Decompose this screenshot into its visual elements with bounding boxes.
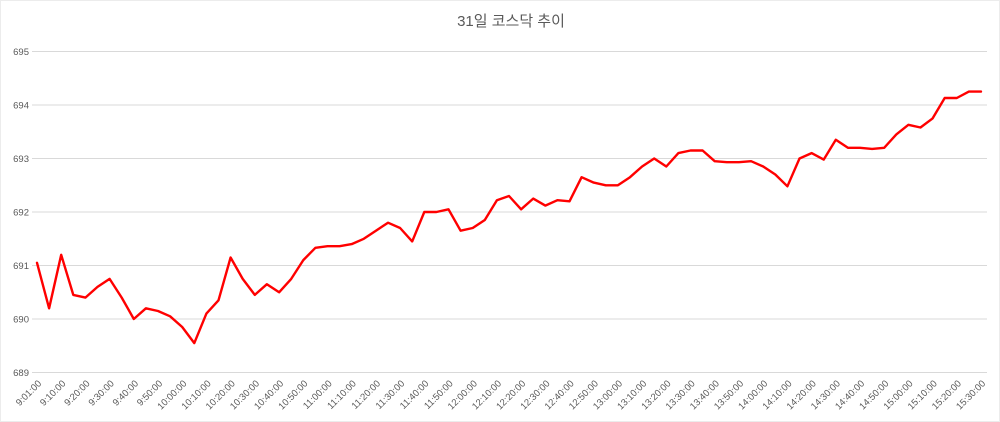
chart-title: 31일 코스닥 추이	[457, 13, 565, 30]
y-axis-tick-label: 690	[13, 315, 29, 326]
y-axis-tick-label: 689	[13, 368, 29, 379]
y-axis-tick-label: 695	[13, 47, 29, 58]
x-axis-tick-label: 9:40:00	[111, 378, 141, 408]
y-axis-tick-label: 691	[13, 261, 29, 272]
x-axis-tick-label: 9:01:00	[14, 378, 44, 408]
y-axis-tick-label: 694	[13, 101, 29, 112]
y-axis-tick-label: 692	[13, 208, 29, 219]
y-axis-tick-label: 693	[13, 154, 29, 165]
x-axis-tick-label: 9:20:00	[62, 378, 92, 408]
price-line	[35, 90, 983, 345]
x-axis-tick-label: 9:10:00	[38, 378, 68, 408]
x-axis-tick-label: 9:30:00	[87, 378, 117, 408]
